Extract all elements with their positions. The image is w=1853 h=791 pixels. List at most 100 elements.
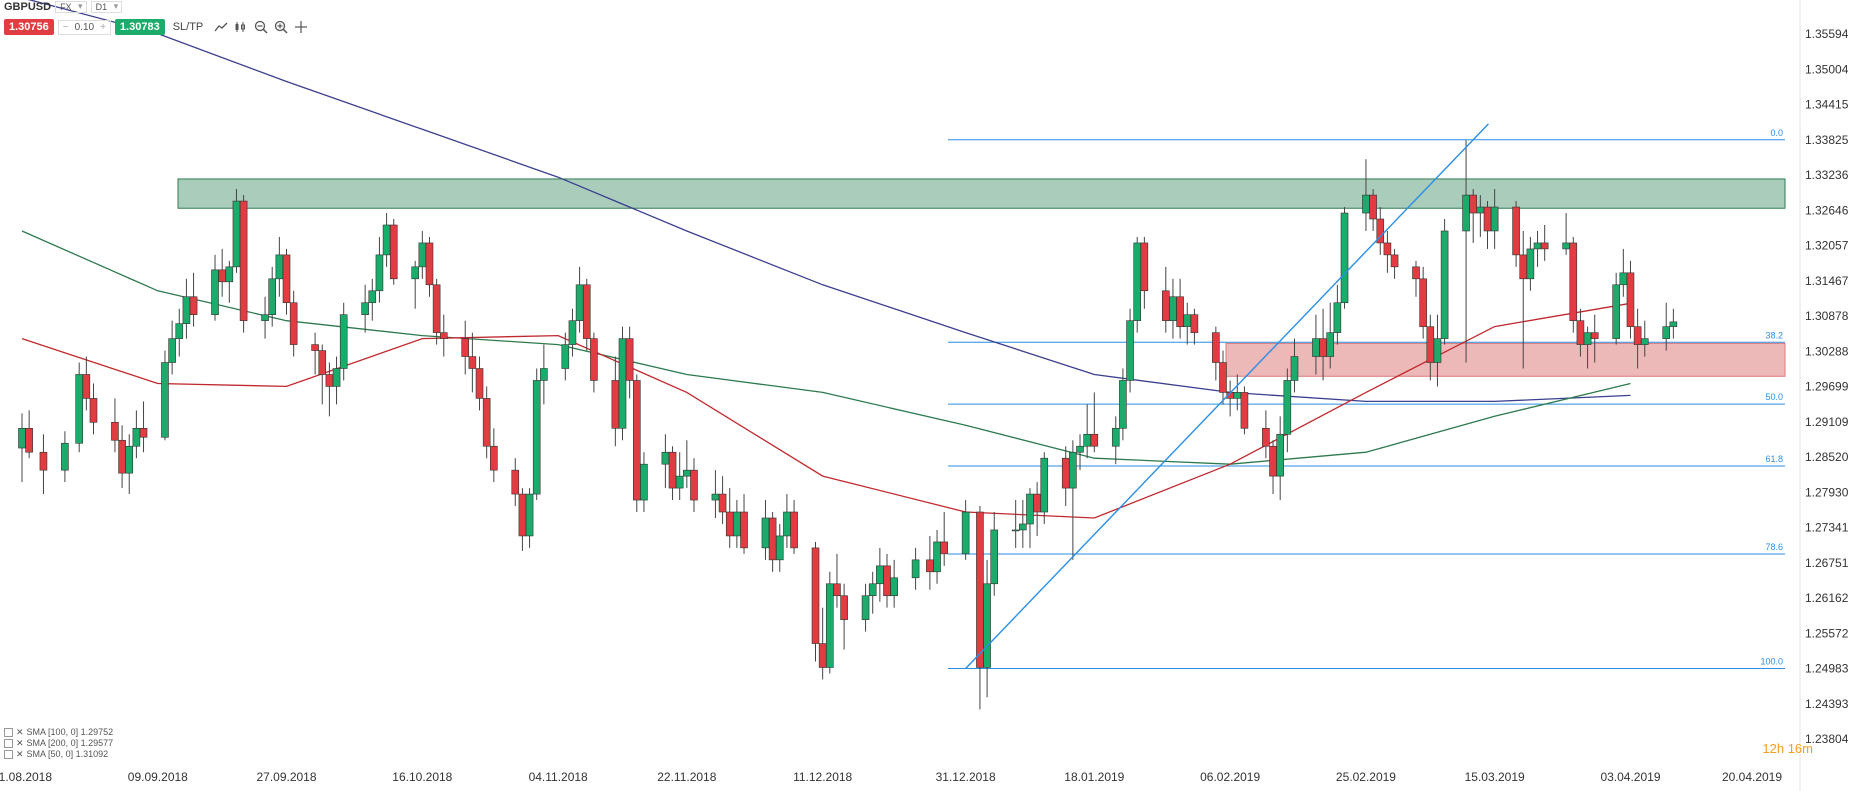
candle-bull xyxy=(761,517,770,549)
candle-bull xyxy=(1662,326,1671,339)
candle-bear xyxy=(439,332,448,339)
candle-bull xyxy=(275,254,284,280)
candle-bear xyxy=(790,511,798,549)
y-tick-label: 1.29109 xyxy=(1805,415,1849,429)
legend-item-sma50[interactable]: ✕ SMA [50, 0] 1.31092 xyxy=(4,749,113,760)
candle-bear xyxy=(1269,445,1277,477)
candle-bull xyxy=(175,323,184,339)
candle-bear xyxy=(632,380,641,501)
candle-bear xyxy=(625,338,634,381)
fib-level-label: 61.8 xyxy=(1765,454,1783,464)
y-tick-label: 1.26751 xyxy=(1805,556,1849,570)
candle-bear xyxy=(1626,272,1635,327)
candle-bear xyxy=(1140,242,1149,292)
candle-bull xyxy=(983,583,991,668)
candle-bull xyxy=(411,266,419,280)
candle-bear xyxy=(1512,206,1520,256)
candle-bear xyxy=(1240,392,1249,429)
settings-icon[interactable] xyxy=(4,739,13,748)
candle-bear xyxy=(1176,296,1184,327)
candle-bull xyxy=(1111,427,1120,447)
y-tick-label: 1.27341 xyxy=(1805,521,1849,535)
candle-bull xyxy=(1119,380,1127,429)
timeframe-dropdown[interactable]: D1 xyxy=(90,1,123,13)
candle-bear xyxy=(590,338,598,381)
candle-bear xyxy=(1319,338,1327,357)
candles xyxy=(18,140,1678,710)
zoom-in-icon[interactable] xyxy=(273,19,289,35)
legend-label: SMA [100, 0] 1.29752 xyxy=(26,727,114,737)
indicator-legend: ✕ SMA [100, 0] 1.29752 ✕ SMA [200, 0] 1.29… xyxy=(4,727,113,760)
candle-bull xyxy=(132,427,141,447)
close-icon[interactable]: ✕ xyxy=(16,738,24,748)
candle-bear xyxy=(25,427,33,453)
candle-bear xyxy=(1519,254,1528,280)
candle-bull xyxy=(75,374,83,444)
candle-bull xyxy=(525,493,534,537)
candle-bull xyxy=(1362,194,1370,214)
candle-bull xyxy=(783,511,791,537)
candle-bull xyxy=(640,463,648,501)
line-chart-icon[interactable] xyxy=(213,19,229,35)
y-tick-label: 1.33825 xyxy=(1805,133,1849,147)
settings-icon[interactable] xyxy=(4,750,13,759)
candle-bear xyxy=(840,595,848,620)
candle-bull xyxy=(661,451,670,465)
volume-stepper[interactable]: − 0.10 + xyxy=(57,19,111,35)
candle-bull xyxy=(182,296,191,324)
candle-bear xyxy=(811,547,820,644)
fib-level-label: 50.0 xyxy=(1765,392,1783,402)
y-tick-label: 1.26162 xyxy=(1805,591,1849,605)
candle-bear xyxy=(1033,493,1041,513)
candle-bull xyxy=(1462,194,1470,232)
x-axis: 21.08.2018 09.09.2018 27.09.2018 16.10.2018… xyxy=(0,770,1782,784)
trendline-layer[interactable] xyxy=(965,123,1489,669)
candle-bear xyxy=(111,422,119,441)
candle-bear xyxy=(239,200,248,321)
candle-bull xyxy=(890,577,898,597)
candle-bull xyxy=(1183,314,1192,327)
legend-item-sma200[interactable]: ✕ SMA [200, 0] 1.29577 xyxy=(4,738,113,749)
candle-bear xyxy=(475,368,484,399)
close-icon[interactable]: ✕ xyxy=(16,727,24,737)
y-tick-label: 1.31467 xyxy=(1805,274,1849,288)
x-tick-label: 15.03.2019 xyxy=(1465,770,1525,784)
candle-bull xyxy=(1011,529,1020,532)
candle-bear xyxy=(718,493,727,513)
candle-bear xyxy=(1376,218,1385,244)
increase-button[interactable]: + xyxy=(100,21,106,33)
timer-minutes-unit: m xyxy=(1802,741,1813,756)
candle-bull xyxy=(540,368,548,381)
candle-bear xyxy=(1419,278,1427,327)
support-zone xyxy=(1225,342,1786,377)
sell-price-button[interactable]: 1.30756 xyxy=(4,19,54,35)
x-tick-label: 04.11.2018 xyxy=(529,770,588,784)
candle-bull xyxy=(1533,242,1542,250)
candle-bear xyxy=(289,302,298,345)
candle-bear xyxy=(82,374,91,399)
sltp-button[interactable]: SL/TP xyxy=(172,21,204,33)
market-dropdown[interactable]: FX xyxy=(55,1,87,13)
zoom-out-icon[interactable] xyxy=(253,19,269,35)
crosshair-icon[interactable] xyxy=(293,19,309,35)
candle-bull xyxy=(1333,302,1342,333)
close-icon[interactable]: ✕ xyxy=(16,749,24,759)
settings-icon[interactable] xyxy=(4,728,13,737)
decrease-button[interactable]: − xyxy=(62,21,69,33)
candle-bear xyxy=(1633,326,1642,345)
y-tick-label: 1.32057 xyxy=(1805,239,1849,253)
candle-bull xyxy=(261,314,269,321)
fib-level-label: 0.0 xyxy=(1770,128,1783,138)
y-tick-label: 1.27930 xyxy=(1805,485,1849,499)
candle-bull xyxy=(1583,332,1592,345)
candle-bear xyxy=(1469,194,1477,214)
candle-bull xyxy=(1169,296,1177,321)
candle-bull xyxy=(368,290,377,304)
candle-bear xyxy=(518,493,527,537)
buy-price-button[interactable]: 1.30783 xyxy=(114,19,165,35)
candle-bear xyxy=(39,451,48,471)
candlestick-type-icon[interactable] xyxy=(233,19,249,35)
legend-item-sma100[interactable]: ✕ SMA [100, 0] 1.29752 xyxy=(4,727,113,738)
candle-bear xyxy=(1412,266,1420,280)
